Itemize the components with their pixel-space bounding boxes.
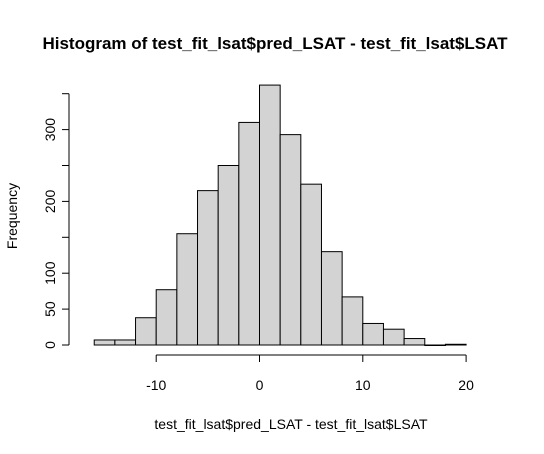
y-axis-label: Frequency — [4, 183, 20, 249]
bars-group — [93, 84, 467, 346]
y-axis: 0 50 100 200 300 — [42, 93, 70, 349]
histogram-bar-10 — [300, 183, 322, 346]
histogram-bar-0 — [93, 339, 116, 346]
histogram-bar-6 — [217, 165, 240, 346]
x-tick-label: 10 — [355, 377, 371, 393]
histogram-bar-17 — [444, 343, 467, 346]
x-tick-label: 20 — [458, 377, 474, 393]
histogram-bar-4 — [176, 233, 199, 346]
y-tick-label: 300 — [42, 118, 58, 142]
x-tick-label: -10 — [146, 377, 166, 393]
y-tick-label: 0 — [42, 341, 58, 349]
histogram-bar-2 — [135, 317, 157, 346]
histogram-bar-1 — [114, 339, 137, 346]
histogram-bar-13 — [362, 322, 384, 346]
x-axis: -10 0 10 20 — [146, 354, 474, 393]
chart-title: Histogram of test_fit_lsat$pred_LSAT - t… — [42, 34, 508, 53]
histogram-bar-5 — [197, 190, 219, 346]
histogram-bar-12 — [341, 296, 364, 346]
y-tick-label: 50 — [42, 301, 58, 317]
histogram-bar-7 — [238, 121, 260, 346]
y-tick-label: 100 — [42, 261, 58, 285]
histogram-bar-9 — [279, 134, 302, 346]
histogram-bar-14 — [382, 328, 405, 346]
histogram-bar-8 — [259, 84, 281, 346]
histogram-bar-15 — [403, 338, 426, 346]
histogram-bar-11 — [320, 251, 343, 346]
histogram-bar-16 — [424, 344, 446, 346]
x-tick-label: 0 — [256, 377, 264, 393]
histogram-bar-3 — [155, 289, 178, 346]
x-axis-label: test_fit_lsat$pred_LSAT - test_fit_lsat$… — [154, 416, 428, 432]
y-tick-label: 200 — [42, 190, 58, 214]
